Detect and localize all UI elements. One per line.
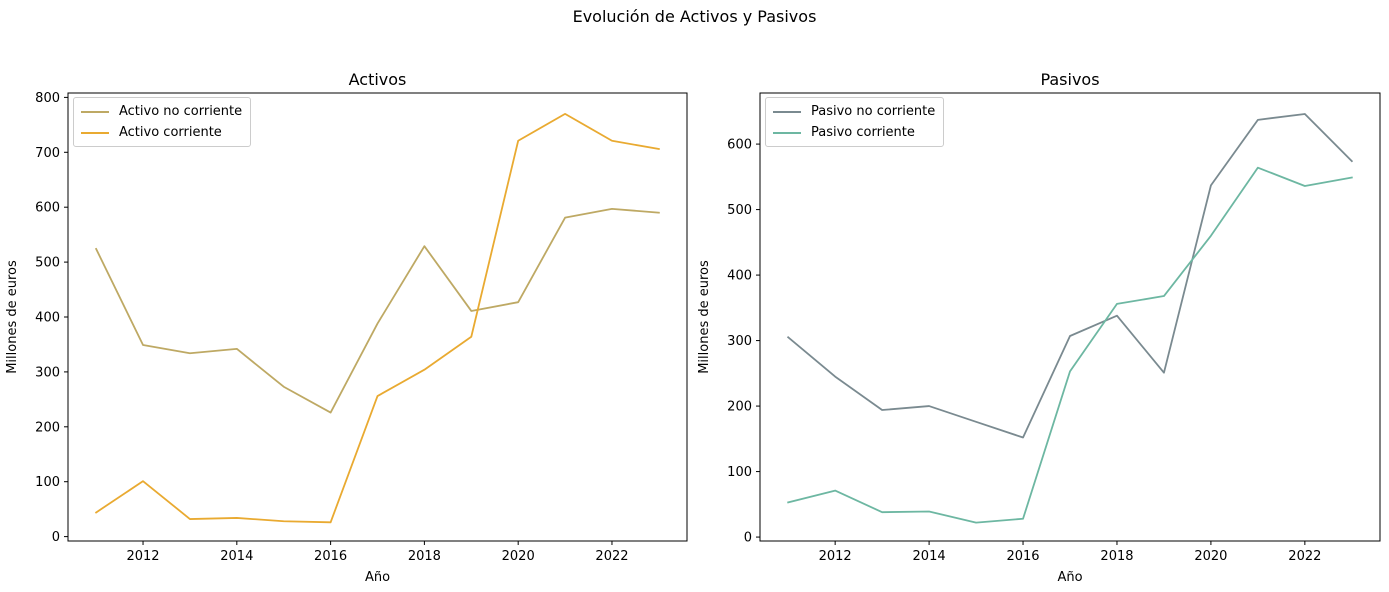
figure-suptitle: Evolución de Activos y Pasivos	[572, 7, 817, 26]
panel-1-y-tick-label: 600	[35, 201, 60, 216]
panel-1-y-tick-label: 100	[35, 475, 60, 490]
panel-1-axes-frame	[67, 92, 688, 542]
panel-2-y-tick-label: 200	[727, 400, 752, 415]
panel-1-title: Activos	[349, 70, 407, 89]
panel-1-x-tick-label: 2018	[408, 549, 441, 564]
panel-2-axes-frame	[759, 92, 1381, 542]
panel-2-y-tick-label: 0	[744, 531, 752, 546]
panel-2-series-1-line	[786, 113, 1354, 439]
panel-1-y-tick-label: 500	[35, 256, 60, 271]
panel-1-y-axis-label: Millones de euros	[5, 260, 20, 374]
panel-2-legend-item: Pasivo corriente	[773, 122, 935, 143]
panel-2-y-tick-label: 300	[727, 334, 752, 349]
panel-1-x-tick-label: 2020	[502, 549, 535, 564]
panel-1-legend-label: Activo corriente	[119, 125, 222, 140]
panel-2-y-tick-label: 100	[727, 465, 752, 480]
panel-2-series-2-line	[787, 166, 1353, 524]
panel-1-x-tick-label: 2022	[595, 549, 628, 564]
panel-1-legend-swatch	[81, 131, 109, 134]
panel-2-legend-label: Pasivo corriente	[811, 125, 915, 140]
panel-2-legend: Pasivo no corriente Pasivo corriente	[765, 97, 945, 147]
panel-1-series-2-line	[94, 112, 660, 524]
panel-1-y-tick-label: 800	[35, 91, 60, 106]
panel-2-x-tick-label: 2018	[1100, 549, 1133, 564]
panel-2-x-tick-label: 2012	[819, 549, 852, 564]
panel-2-x-tick-label: 2016	[1006, 549, 1039, 564]
panel-2-y-tick-label: 600	[727, 138, 752, 153]
panel-2-legend-label: Pasivo no corriente	[811, 104, 936, 119]
panel-2-x-tick-label: 2014	[913, 549, 946, 564]
panel-1-legend-swatch	[81, 110, 109, 113]
panel-1-y-tick-label: 200	[35, 420, 60, 435]
panel-2-y-tick-label: 500	[727, 203, 752, 218]
panel-1-x-axis-label: Año	[365, 570, 390, 585]
panel-1-y-tick-label: 0	[52, 530, 60, 545]
panel-1-x-tick-label: 2014	[220, 549, 253, 564]
panel-1-x-tick-label: 2012	[126, 549, 159, 564]
panel-1-x-tick-label: 2016	[314, 549, 347, 564]
panel-1-legend: Activo no corriente Activo corriente	[73, 97, 252, 147]
panel-1-series-1-line	[94, 207, 660, 414]
panel-2-y-tick-label: 400	[727, 269, 752, 284]
panel-1-legend-label: Activo no corriente	[119, 104, 243, 119]
panel-2-legend-swatch	[773, 110, 801, 113]
panel-2-legend-item: Pasivo no corriente	[773, 101, 935, 122]
panel-1-y-tick-label: 300	[35, 365, 60, 380]
panel-2-x-tick-label: 2020	[1194, 549, 1227, 564]
panel-2-legend-swatch	[773, 131, 801, 134]
panel-2-title: Pasivos	[1040, 70, 1099, 89]
panel-2-plot: Pasivos 2012 2014 2016 2018 2020 2022 0 100 200 30…	[697, 70, 1381, 585]
panel-1-legend-item: Activo corriente	[81, 122, 242, 143]
panel-1-y-tick-label: 700	[35, 146, 60, 161]
panel-1-legend-item: Activo no corriente	[81, 101, 242, 122]
panel-1-plot: Activos 2012 2014 2016 2018 2020 2022 0 100 200 30…	[5, 70, 688, 585]
panel-2-x-axis-label: Año	[1057, 570, 1082, 585]
panel-2-x-tick-label: 2022	[1288, 549, 1321, 564]
panel-1-y-tick-label: 400	[35, 311, 60, 326]
panel-2-y-axis-label: Millones de euros	[697, 260, 712, 374]
